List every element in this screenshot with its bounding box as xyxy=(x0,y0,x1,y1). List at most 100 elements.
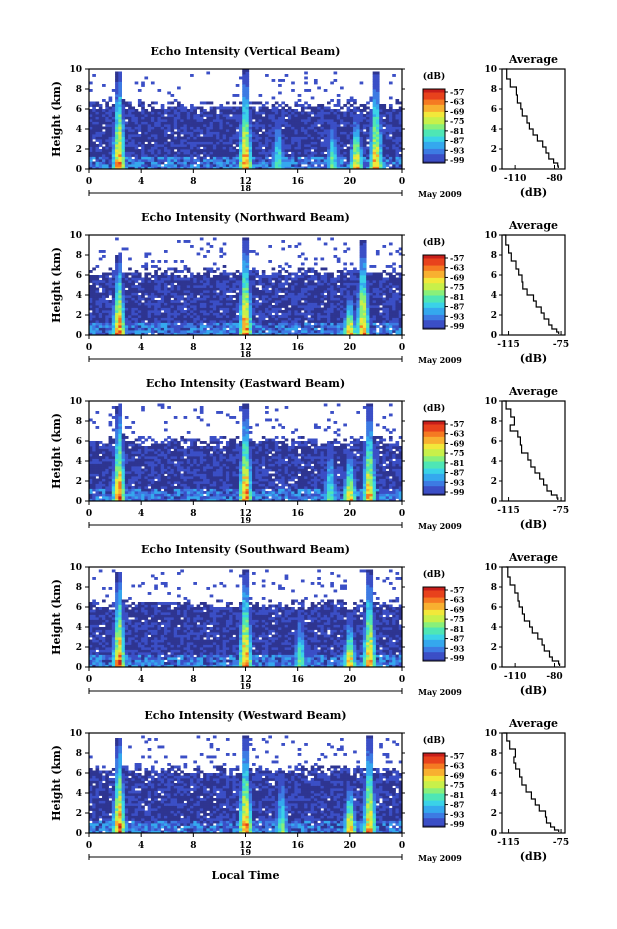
heatmap-cell xyxy=(206,282,211,286)
heatmap-cell xyxy=(111,149,116,152)
heatmap-cell xyxy=(235,285,240,288)
heatmap-cell xyxy=(102,300,106,303)
heatmap-cell xyxy=(362,131,367,135)
heatmap-cell xyxy=(369,119,374,122)
heatmap-cell xyxy=(268,285,272,288)
heatmap-cell xyxy=(356,285,361,288)
heatmap-cell xyxy=(245,245,250,248)
heatmap-cell xyxy=(190,287,194,291)
heatmap-cell xyxy=(102,330,106,333)
heatmap-cell xyxy=(297,154,302,157)
heatmap-cell xyxy=(157,139,162,142)
heatmap-cell xyxy=(190,134,194,137)
heatmap-cell xyxy=(115,295,119,298)
heatmap-cell xyxy=(310,320,315,323)
heatmap-cell xyxy=(258,322,263,326)
heatmap-cell xyxy=(105,111,109,115)
heatmap-cell xyxy=(232,305,237,308)
heatmap-cell xyxy=(395,116,400,120)
heatmap-cell xyxy=(261,315,266,318)
heatmap-cell xyxy=(392,139,396,142)
heatmap-cell xyxy=(89,307,93,311)
heatmap-cell xyxy=(291,109,295,112)
heatmap-cell xyxy=(121,149,126,152)
heatmap-cell xyxy=(203,282,207,286)
heatmap-cell xyxy=(340,141,344,145)
heatmap-cell xyxy=(291,305,295,308)
heatmap-cell xyxy=(362,272,367,276)
heatmap-cell xyxy=(183,327,188,331)
heatmap-cell xyxy=(131,312,136,316)
heatmap-cell xyxy=(170,166,175,170)
heatmap-cell xyxy=(307,164,312,167)
heatmap-cell xyxy=(219,161,224,165)
heatmap-cell xyxy=(362,287,367,291)
heatmap-cell xyxy=(131,109,136,112)
heatmap-cell xyxy=(209,317,214,321)
heatmap-cell xyxy=(222,295,227,298)
heatmap-cell xyxy=(366,149,370,152)
heatmap-cell xyxy=(382,310,387,313)
heatmap-cell xyxy=(242,312,246,316)
heatmap-cell xyxy=(92,156,96,160)
heatmap-cell xyxy=(199,101,204,105)
heatmap-cell xyxy=(366,275,370,278)
heatmap-cell xyxy=(128,272,132,276)
heatmap-cell xyxy=(160,277,165,281)
heatmap-cell xyxy=(379,315,383,318)
heatmap-cell xyxy=(209,277,214,281)
heatmap-cell xyxy=(379,272,383,276)
heatmap-cell xyxy=(323,242,328,246)
heatmap-cell xyxy=(278,151,282,155)
heatmap-cell xyxy=(222,315,227,318)
heatmap-cell xyxy=(232,312,237,316)
heatmap-cell xyxy=(369,134,374,137)
heatmap-cell xyxy=(300,159,305,162)
heatmap-cell xyxy=(323,272,328,276)
heatmap-cell xyxy=(115,106,119,110)
heatmap-cell xyxy=(359,242,364,246)
heatmap-cell xyxy=(150,144,155,147)
heatmap-cell xyxy=(118,96,122,100)
heatmap-cell xyxy=(180,136,184,140)
heatmap-cell xyxy=(346,247,351,251)
heatmap-cell xyxy=(216,116,220,120)
heatmap-cell xyxy=(248,149,253,152)
heatmap-cell xyxy=(196,136,201,140)
heatmap-cell xyxy=(313,131,318,135)
heatmap-cell xyxy=(327,302,331,306)
heatmap-cell xyxy=(287,295,292,298)
heatmap-cell xyxy=(115,76,119,80)
heatmap-cell xyxy=(356,134,361,137)
heatmap-cell xyxy=(111,312,116,316)
heatmap-cell xyxy=(199,280,204,283)
heatmap-cell xyxy=(134,300,139,303)
heatmap-cell xyxy=(343,144,347,147)
heatmap-cell xyxy=(203,285,207,288)
heatmap-cell xyxy=(336,146,341,150)
heatmap-cell xyxy=(382,121,387,125)
heatmap-cell xyxy=(294,275,299,278)
heatmap-cell xyxy=(121,141,126,145)
heatmap-cell xyxy=(137,302,142,306)
heatmap-cell xyxy=(362,305,367,308)
average-profile-line xyxy=(505,68,559,168)
heatmap-cell xyxy=(294,121,299,125)
heatmap-cell xyxy=(366,310,370,313)
heatmap-cell xyxy=(356,312,361,316)
heatmap-cell xyxy=(307,282,312,286)
heatmap-cell xyxy=(278,275,282,278)
heatmap-cell xyxy=(190,330,194,333)
heatmap-cell xyxy=(343,297,347,301)
heatmap-cell xyxy=(232,101,237,105)
heatmap-cell xyxy=(193,124,197,127)
heatmap-cell xyxy=(323,111,328,115)
heatmap-cell xyxy=(118,114,122,117)
heatmap-cell xyxy=(274,292,279,296)
heatmap-cell xyxy=(216,124,220,127)
heatmap-cell xyxy=(349,141,354,145)
heatmap-cell xyxy=(255,149,259,152)
heatmap-cell xyxy=(323,307,328,311)
heatmap-cell xyxy=(144,149,149,152)
heatmap-cell xyxy=(238,149,243,152)
